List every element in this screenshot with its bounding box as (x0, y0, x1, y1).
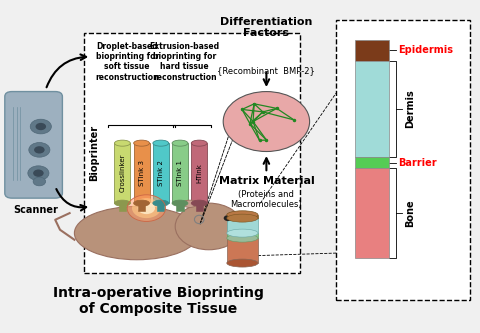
Text: STInk 2: STInk 2 (158, 160, 164, 186)
Text: Bioprinter: Bioprinter (90, 125, 99, 181)
Text: Dermis: Dermis (405, 89, 415, 128)
Ellipse shape (172, 200, 188, 206)
Circle shape (30, 119, 51, 134)
Text: (Proteins and
Macromolecules): (Proteins and Macromolecules) (230, 190, 302, 209)
Text: HTink: HTink (196, 163, 202, 183)
Bar (191, 143, 207, 203)
Text: Bone: Bone (405, 199, 415, 227)
Text: Epidermis: Epidermis (398, 45, 454, 55)
Text: Droplet-based
bioprinting for
soft tissue
reconstruction: Droplet-based bioprinting for soft tissu… (96, 42, 159, 82)
Ellipse shape (191, 140, 207, 146)
Bar (133, 143, 149, 203)
Bar (355, 157, 389, 168)
Text: Crosslinker: Crosslinker (120, 154, 125, 192)
Circle shape (29, 143, 50, 157)
Text: Scanner: Scanner (13, 205, 59, 215)
Bar (138, 203, 145, 211)
Ellipse shape (172, 140, 188, 146)
Bar (157, 203, 164, 211)
Circle shape (223, 92, 310, 152)
Circle shape (28, 166, 49, 180)
Text: {Recombinant  BMP-2}: {Recombinant BMP-2} (217, 67, 315, 76)
Bar (227, 215, 258, 218)
Text: Barrier: Barrier (398, 158, 437, 167)
Bar (172, 143, 188, 203)
Ellipse shape (153, 140, 169, 146)
FancyBboxPatch shape (5, 92, 62, 198)
Ellipse shape (227, 211, 258, 219)
Ellipse shape (227, 259, 258, 267)
Text: STInk 1: STInk 1 (177, 160, 183, 186)
Bar (153, 143, 169, 203)
Ellipse shape (227, 229, 258, 237)
Ellipse shape (133, 200, 149, 206)
Ellipse shape (227, 214, 258, 222)
Bar (196, 203, 203, 211)
Ellipse shape (227, 234, 258, 242)
Bar (227, 218, 258, 233)
Bar (177, 203, 183, 211)
Text: Matrix Material: Matrix Material (218, 176, 314, 186)
Bar (336, 20, 470, 300)
Text: Extrusion-based
bioprinting for
hard tissue
reconstruction: Extrusion-based bioprinting for hard tis… (150, 42, 220, 82)
Bar (355, 168, 389, 258)
Circle shape (138, 202, 155, 214)
Ellipse shape (182, 200, 197, 207)
Circle shape (127, 195, 166, 221)
Bar (227, 238, 258, 263)
Bar (355, 40, 389, 61)
Bar (355, 61, 389, 157)
Ellipse shape (115, 140, 130, 146)
Text: Differentiation
Factors: Differentiation Factors (220, 17, 312, 38)
Text: STInk 3: STInk 3 (139, 160, 144, 186)
Circle shape (33, 177, 46, 186)
Circle shape (224, 215, 232, 221)
Bar (227, 233, 258, 238)
Circle shape (33, 169, 44, 177)
Ellipse shape (115, 200, 130, 206)
Ellipse shape (191, 200, 207, 206)
Bar (114, 143, 130, 203)
Circle shape (36, 123, 46, 130)
Circle shape (175, 203, 242, 250)
Circle shape (132, 198, 161, 218)
Ellipse shape (236, 226, 253, 234)
Circle shape (34, 146, 45, 154)
Ellipse shape (74, 206, 199, 260)
Ellipse shape (153, 200, 169, 206)
Text: Intra-operative Bioprinting
of Composite Tissue: Intra-operative Bioprinting of Composite… (53, 286, 264, 316)
Bar (119, 203, 126, 211)
Bar (84, 33, 300, 273)
Ellipse shape (133, 140, 149, 146)
